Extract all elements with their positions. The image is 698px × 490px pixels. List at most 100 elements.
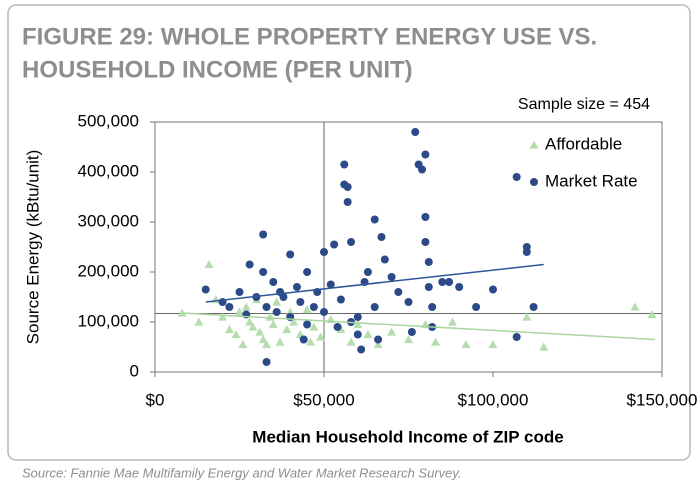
point	[370, 303, 379, 311]
point	[255, 327, 265, 336]
point	[259, 268, 268, 276]
y-tick-label: 500,000	[78, 111, 139, 130]
legend-marker	[529, 140, 539, 149]
point	[489, 285, 497, 294]
point	[472, 303, 481, 311]
frame	[7, 4, 691, 461]
point	[357, 345, 366, 354]
point	[445, 278, 454, 286]
point	[238, 340, 248, 349]
point	[262, 340, 272, 349]
y-tick-label: 100,000	[78, 311, 139, 330]
point	[387, 273, 396, 281]
legend-label: Market Rate	[545, 171, 638, 190]
point	[488, 340, 498, 349]
point	[394, 288, 403, 296]
title-line: HOUSEHOLD INCOME (PER UNIT)	[22, 56, 413, 83]
point	[330, 240, 339, 249]
point	[224, 325, 234, 334]
point	[268, 320, 278, 329]
point	[522, 248, 531, 256]
point	[447, 317, 457, 326]
point	[424, 283, 433, 291]
point	[326, 280, 335, 289]
point	[305, 337, 315, 346]
point	[347, 238, 356, 246]
point	[353, 313, 362, 321]
point	[373, 340, 383, 349]
point	[529, 303, 538, 311]
point	[272, 297, 282, 306]
point	[404, 298, 413, 306]
point	[340, 160, 349, 169]
point	[647, 310, 657, 319]
point	[269, 278, 278, 286]
point	[259, 230, 268, 239]
point	[411, 128, 420, 136]
point	[302, 305, 312, 314]
point	[421, 213, 430, 221]
point	[353, 320, 363, 329]
y-axis-label: Source Energy (kBtu/unit)	[23, 150, 42, 345]
point	[286, 250, 295, 259]
point	[201, 285, 210, 294]
point	[296, 298, 305, 306]
trend-line	[181, 312, 656, 341]
y-tick-label: 0	[130, 361, 139, 380]
point	[177, 308, 187, 317]
legend-marker	[530, 178, 538, 186]
annotation: Sample size = 454	[518, 96, 650, 113]
y-tick-label: 400,000	[78, 161, 139, 180]
point	[539, 342, 549, 351]
point	[370, 215, 379, 224]
point	[421, 150, 430, 159]
point	[235, 307, 244, 316]
point	[204, 260, 214, 269]
point	[262, 303, 271, 311]
y-tick-label: 200,000	[78, 261, 139, 280]
point	[235, 288, 244, 296]
legend-label: Affordable	[545, 134, 622, 153]
point	[438, 278, 447, 286]
point	[336, 295, 345, 304]
point	[275, 337, 285, 346]
x-tick-label: $100,000	[458, 390, 529, 409]
point	[346, 337, 356, 346]
point	[320, 248, 328, 256]
point	[309, 303, 318, 311]
point	[377, 233, 386, 241]
point	[248, 322, 258, 331]
point	[218, 312, 228, 321]
point	[343, 183, 352, 191]
point	[303, 268, 312, 276]
point	[309, 322, 319, 331]
point	[630, 302, 640, 311]
point	[512, 173, 521, 181]
y-tick-label: 300,000	[78, 211, 139, 230]
point	[363, 330, 373, 339]
point	[424, 258, 433, 266]
x-tick-label: $50,000	[293, 390, 354, 409]
point	[316, 332, 326, 341]
point	[418, 165, 427, 174]
x-tick-label: $0	[146, 390, 165, 409]
point	[387, 327, 397, 336]
x-axis-label: Median Household Income of ZIP code	[252, 427, 563, 446]
point	[363, 268, 372, 276]
point	[285, 307, 295, 316]
point	[303, 320, 312, 329]
point	[225, 303, 234, 311]
x-tick-label: $150,000	[627, 390, 698, 409]
point	[289, 317, 299, 326]
point	[421, 238, 430, 246]
point	[245, 317, 255, 326]
point	[262, 358, 271, 366]
title-line: FIGURE 29: WHOLE PROPERTY ENERGY USE VS.	[22, 23, 597, 50]
point	[258, 335, 268, 344]
point	[455, 283, 464, 291]
point	[282, 325, 292, 334]
point	[320, 308, 328, 316]
point	[241, 302, 251, 311]
point	[522, 312, 532, 321]
